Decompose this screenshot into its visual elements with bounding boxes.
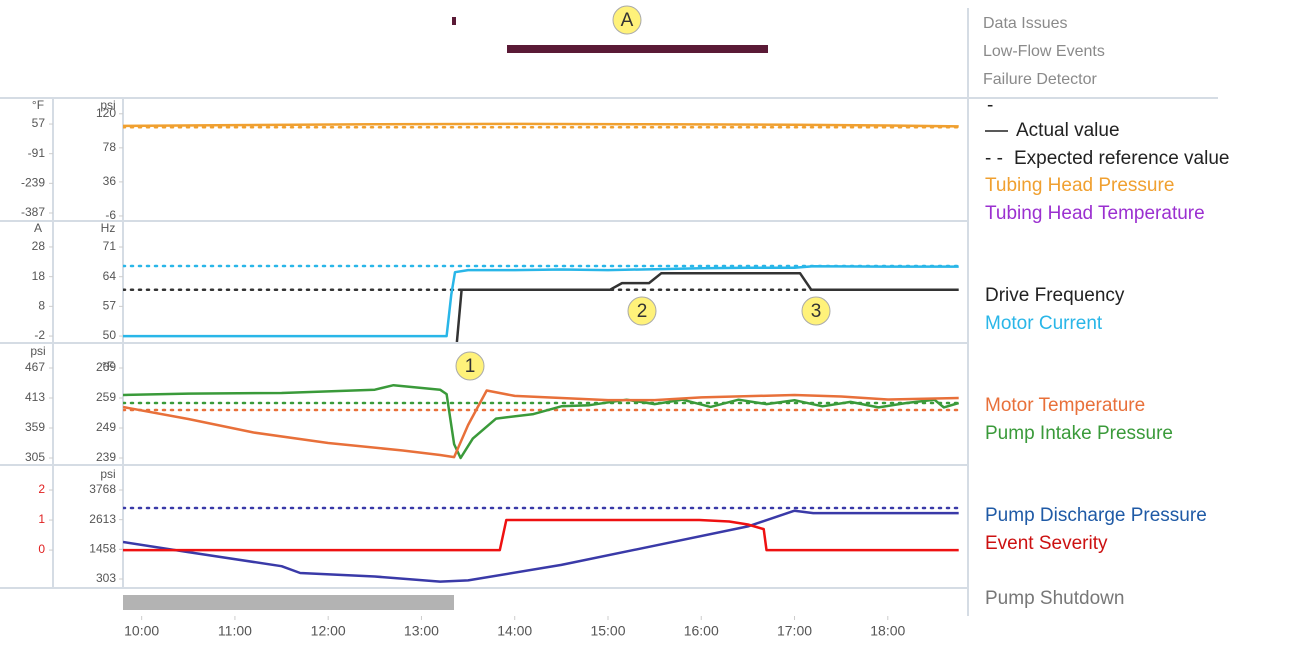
y2-tick-label: 8 [38,299,45,313]
event-bar [507,45,768,53]
legend-dash: - [987,95,993,116]
series-line [123,518,959,552]
annotation-label: A [621,10,634,31]
legend-entry: Event Severity [985,533,1108,554]
y-tick-label: 249 [96,420,116,434]
series-line [123,122,959,128]
x-tick-label: 12:00 [311,623,346,639]
y2-tick-label: 305 [25,450,45,464]
frame [0,8,1218,616]
y2-tick-label: -2 [34,328,45,342]
y2-unit-label: °F [32,98,44,112]
y2-tick-label: -387 [21,205,45,219]
y-tick-label: 64 [103,269,117,283]
legend-shutdown: Pump Shutdown [985,588,1124,609]
series-line [123,383,960,460]
event-marker [452,17,456,25]
y-tick-label: -6 [105,208,116,222]
x-tick-label: 17:00 [777,623,812,639]
annotation-label: 3 [811,301,822,322]
legend-expected-marker: - - [985,148,1003,169]
y2-tick-label: 28 [32,239,46,253]
y-tick-label: 1458 [89,542,116,556]
annotation-badge [801,296,831,326]
x-tick-label: 11:00 [218,623,252,639]
y2-unit-label: psi [30,344,45,358]
y2-unit-label: A [34,221,42,235]
y-tick-label: 259 [96,390,116,404]
y2-tick-label: 2 [38,482,45,496]
y2-tick-label: 0 [38,542,45,556]
y-tick-label: 3768 [89,482,116,496]
y2-tick-label: 57 [32,116,46,130]
header-label: Low-Flow Events [983,43,1105,60]
legend-actual: Actual value [1016,120,1120,141]
y-unit-label: °F [102,359,114,373]
y2-tick-label: 18 [32,269,46,283]
y-tick-label: 36 [103,174,117,188]
annotation-label: 2 [637,301,648,322]
legend-expected: Expected reference value [1014,148,1229,169]
y2-tick-label: 1 [38,512,45,526]
y-tick-label: 120 [96,106,116,120]
x-tick-label: 18:00 [870,623,905,639]
shutdown-bar [123,595,454,610]
series-line [123,265,959,338]
legend-entry: Drive Frequency [985,285,1125,306]
y-tick-label: 78 [103,140,117,154]
legend-entry: Tubing Head Temperature [985,203,1205,224]
y-tick-label: 57 [103,299,117,313]
y2-tick-label: 467 [25,360,45,374]
x-tick-label: 10:00 [124,623,159,639]
y-tick-label: 71 [103,239,117,253]
header-label: Failure Detector [983,71,1097,88]
legend-entry: Motor Current [985,313,1103,334]
y-unit-label: psi [100,467,115,481]
y2-tick-label: -91 [28,146,46,160]
y-unit-label: psi [100,98,115,112]
annotation-badge [612,5,642,35]
y2-tick-label: 413 [25,390,45,404]
y-tick-label: 269 [96,360,116,374]
annotation-label: 1 [465,356,476,377]
header-label: Data Issues [983,15,1067,32]
x-tick-label: 15:00 [590,623,625,639]
y-tick-label: 239 [96,450,116,464]
y-tick-label: 50 [103,328,117,342]
y-tick-label: 2613 [89,512,116,526]
series-line [123,389,959,459]
legend-entry: Pump Discharge Pressure [985,505,1207,526]
x-tick-label: 14:00 [497,623,532,639]
legend-entry: Pump Intake Pressure [985,423,1173,444]
x-tick-label: 16:00 [684,623,719,639]
annotation-badge [627,296,657,326]
annotation: A 1 2 3 [455,5,831,381]
annotation-badge [455,351,485,381]
y-tick-label: 303 [96,571,116,585]
legend-entry: Motor Temperature [985,395,1145,416]
series-line [123,509,959,583]
y-unit-label: Hz [101,221,116,235]
series-line [455,272,959,342]
y2-tick-label: -239 [21,176,45,190]
legend-entry: Tubing Head Pressure [985,175,1174,196]
y2-tick-label: 359 [25,420,45,434]
x-tick-label: 13:00 [404,623,439,639]
